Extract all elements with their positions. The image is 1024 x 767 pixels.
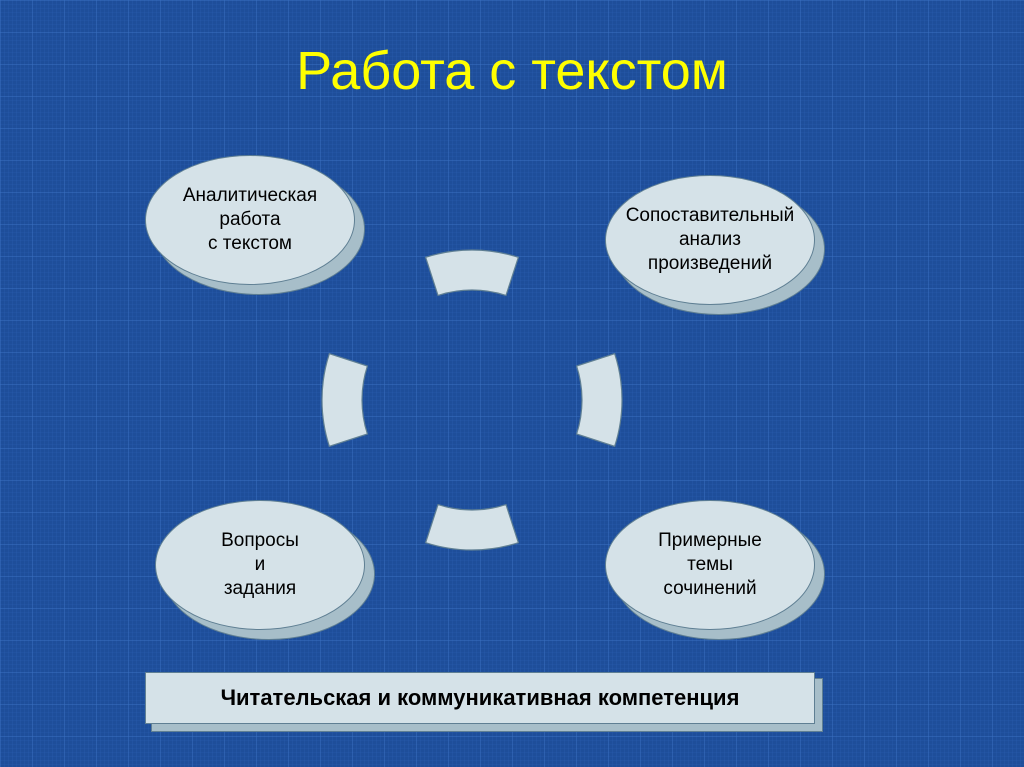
node-face: Сопоставительныйанализпроизведений [605, 175, 815, 305]
node-label-line: темы [658, 553, 762, 577]
node-label-line: Вопросы [221, 529, 299, 553]
node-label-line: Аналитическая [183, 184, 317, 208]
node-label-line: Примерные [658, 529, 762, 553]
node-label: Аналитическаяработас текстом [183, 184, 317, 255]
node-label-line: Сопоставительный [626, 204, 795, 228]
node-face: Вопросыизадания [155, 500, 365, 630]
cycle-arcs [0, 0, 1024, 767]
node-label: Сопоставительныйанализпроизведений [626, 204, 795, 275]
bottom-bar-face: Читательская и коммуникативная компетенц… [145, 672, 815, 724]
node-label-line: с текстом [183, 232, 317, 256]
node-label-line: сочинений [658, 577, 762, 601]
bottom-bar-label: Читательская и коммуникативная компетенц… [221, 685, 740, 711]
node-label-line: и [221, 553, 299, 577]
node-label-line: анализ [626, 228, 795, 252]
node-essay-topics: Примерныетемысочинений [605, 500, 815, 630]
cycle-arc-0 [426, 250, 519, 295]
node-face: Примерныетемысочинений [605, 500, 815, 630]
node-label-line: работа [183, 208, 317, 232]
node-label: Примерныетемысочинений [658, 529, 762, 600]
node-face: Аналитическаяработас текстом [145, 155, 355, 285]
node-label: Вопросыизадания [221, 529, 299, 600]
bottom-bar: Читательская и коммуникативная компетенц… [145, 672, 815, 724]
cycle-arc-3 [322, 354, 367, 447]
node-label-line: задания [221, 577, 299, 601]
node-questions: Вопросыизадания [155, 500, 365, 630]
node-analytical: Аналитическаяработас текстом [145, 155, 355, 285]
cycle-arc-1 [577, 354, 622, 447]
node-comparative: Сопоставительныйанализпроизведений [605, 175, 815, 305]
cycle-arc-2 [426, 505, 519, 550]
node-label-line: произведений [626, 252, 795, 276]
